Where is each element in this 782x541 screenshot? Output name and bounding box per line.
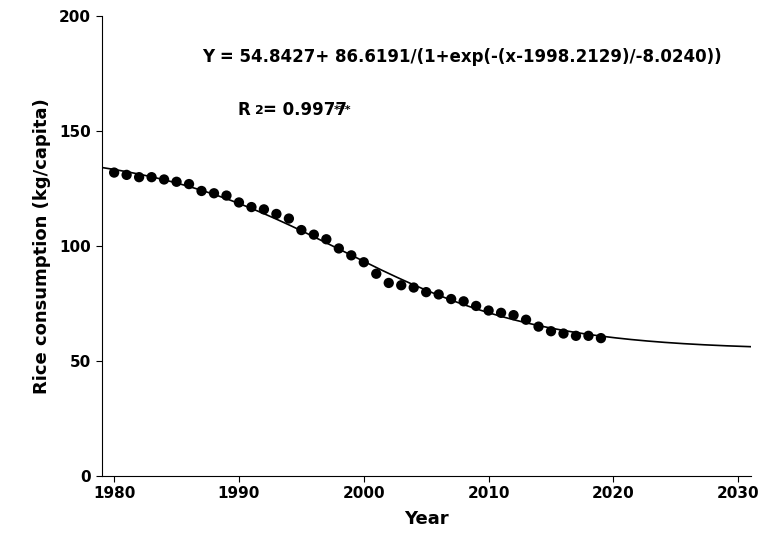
Point [583, 332, 595, 340]
Point [133, 173, 145, 182]
Point [158, 175, 170, 184]
Point [370, 269, 382, 278]
Point [558, 329, 570, 338]
Text: ***: *** [334, 105, 352, 115]
Point [332, 244, 345, 253]
Point [246, 203, 258, 212]
Point [432, 290, 445, 299]
Point [307, 230, 320, 239]
Point [208, 189, 221, 197]
Point [282, 214, 295, 223]
Point [445, 295, 457, 304]
Point [570, 332, 583, 340]
Point [470, 302, 482, 311]
Point [520, 315, 533, 324]
Point [482, 306, 495, 315]
Point [495, 308, 508, 317]
Point [382, 279, 395, 287]
Point [345, 251, 357, 260]
Point [183, 180, 196, 188]
Point [233, 198, 246, 207]
Text: 2: 2 [255, 104, 264, 117]
Text: Y = 54.8427+ 86.6191/(1+exp(-(x-1998.2129)/-8.0240)): Y = 54.8427+ 86.6191/(1+exp(-(x-1998.212… [203, 48, 722, 67]
Y-axis label: Rice consumption (kg/capita): Rice consumption (kg/capita) [33, 98, 51, 394]
Point [320, 235, 332, 243]
Point [270, 210, 282, 219]
Point [420, 288, 432, 296]
Point [457, 297, 470, 306]
Point [120, 170, 133, 179]
Point [508, 311, 520, 319]
Text: R: R [238, 101, 251, 120]
Text: = 0.9977: = 0.9977 [264, 101, 347, 120]
Point [221, 192, 233, 200]
Point [258, 205, 271, 214]
Point [407, 283, 420, 292]
Point [295, 226, 307, 234]
Point [357, 258, 370, 267]
Point [545, 327, 558, 335]
Point [594, 334, 607, 342]
X-axis label: Year: Year [404, 510, 449, 528]
Point [170, 177, 183, 186]
Point [196, 187, 208, 195]
Point [533, 322, 545, 331]
Point [395, 281, 407, 289]
Point [145, 173, 158, 182]
Point [108, 168, 120, 177]
